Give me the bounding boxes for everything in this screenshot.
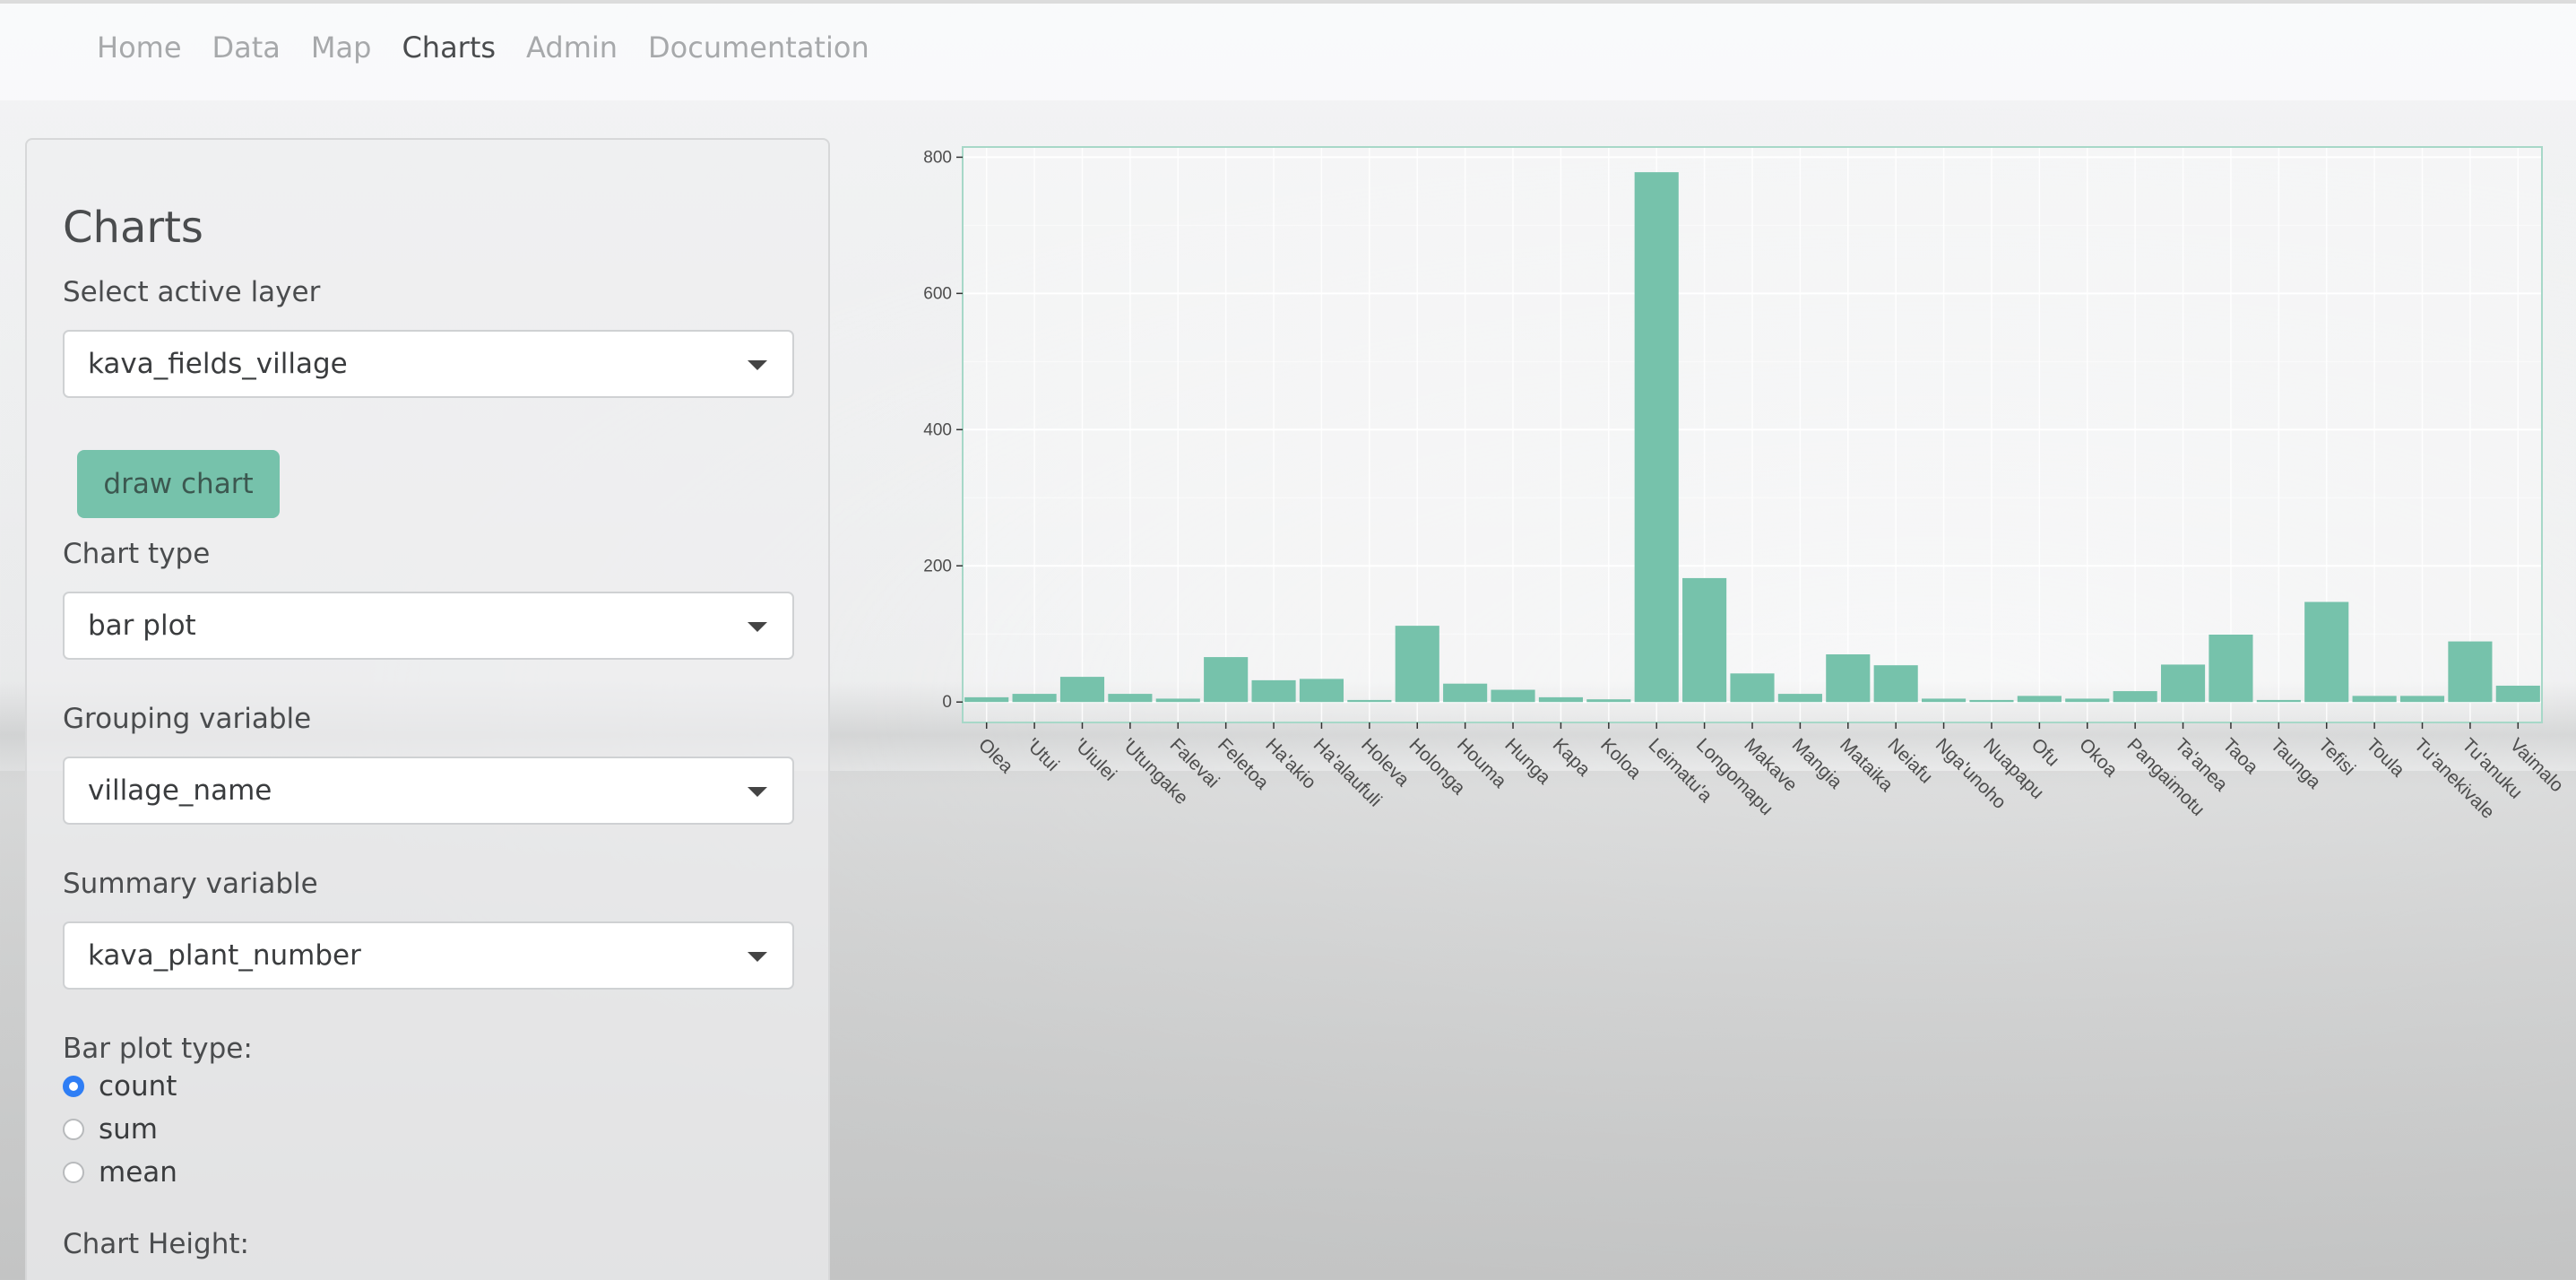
layer-select-value: kava_fields_village xyxy=(88,348,348,380)
chevron-down-icon xyxy=(748,622,767,632)
panel-title: Charts xyxy=(63,203,203,253)
bar-ofu xyxy=(2017,696,2062,703)
radio-count-label: count xyxy=(99,1070,177,1103)
bar-tefisi xyxy=(2304,601,2349,703)
nav-home[interactable]: Home xyxy=(97,30,182,65)
x-tick-label: Kapa xyxy=(1549,734,1595,780)
radio-button[interactable] xyxy=(63,1119,84,1140)
bar-olea xyxy=(964,696,1009,703)
bar-holonga xyxy=(1395,626,1439,703)
bar-feletoa xyxy=(1204,657,1249,703)
bar-neiafu xyxy=(1873,665,1918,703)
bar-ha-akio xyxy=(1251,679,1296,703)
y-tick-label: 0 xyxy=(942,693,952,712)
chart-height-label: Chart Height: xyxy=(63,1228,249,1260)
chart-area: 0 200 400 600 800 Olea 'Utui 'Uiulei 'Utungake Fa… xyxy=(896,134,2576,823)
bar-ha-alaufuli xyxy=(1299,679,1344,703)
bar-tu-anuku xyxy=(2448,641,2493,703)
x-tick-label: Olea xyxy=(974,734,1017,777)
y-tick-label: 200 xyxy=(923,557,952,575)
chevron-down-icon xyxy=(748,360,767,370)
x-tick-label: Taunga xyxy=(2267,734,2325,792)
nav-charts[interactable]: Charts xyxy=(402,30,497,65)
bar-vaimalo xyxy=(2495,685,2540,703)
layer-select[interactable]: kava_fields_village xyxy=(63,330,794,398)
draw-chart-button[interactable]: draw chart xyxy=(77,450,280,518)
x-tick-label: 'Uiulei xyxy=(1070,734,1120,784)
chart-type-select-value: bar plot xyxy=(88,610,196,642)
bar-tu-anekivale xyxy=(2399,696,2445,703)
bar-holeva xyxy=(1347,699,1392,703)
bar-ta-anea xyxy=(2160,664,2206,703)
bar-falevai xyxy=(1155,698,1200,703)
bar-toula xyxy=(2352,696,2397,703)
chart-type-label: Chart type xyxy=(63,538,211,570)
top-navbar: Home Data Map Charts Admin Documentation xyxy=(0,0,2576,100)
radio-sum-label: sum xyxy=(99,1113,158,1146)
radio-mean-label: mean xyxy=(99,1156,177,1189)
y-tick-label: 800 xyxy=(923,148,952,167)
bar--uiulei xyxy=(1059,677,1105,703)
chart-type-select[interactable]: bar plot xyxy=(63,592,794,660)
bar-hunga xyxy=(1491,689,1535,703)
nav-admin[interactable]: Admin xyxy=(526,30,618,65)
bar-mataika xyxy=(1826,654,1871,703)
layer-label: Select active layer xyxy=(63,276,321,308)
x-tick-label: Ha'akio xyxy=(1261,734,1319,792)
x-tick-label: Okoa xyxy=(2075,734,2122,781)
radio-button[interactable] xyxy=(63,1162,84,1183)
y-tick-label: 600 xyxy=(923,284,952,303)
bar-houma xyxy=(1443,683,1488,703)
grouping-select[interactable]: village_name xyxy=(63,757,794,825)
nav-menu: Home Data Map Charts Admin Documentation xyxy=(97,30,869,65)
bar-nga-unoho xyxy=(1922,698,1967,703)
summary-label: Summary variable xyxy=(63,868,318,900)
x-tick-label: Hunga xyxy=(1500,734,1554,788)
radio-button-checked[interactable] xyxy=(63,1076,84,1097)
radio-mean[interactable]: mean xyxy=(63,1155,177,1190)
y-tick-label: 400 xyxy=(923,420,952,439)
radio-count[interactable]: count xyxy=(63,1068,177,1104)
bar-nuapapu xyxy=(1969,699,2014,703)
chevron-down-icon xyxy=(748,952,767,962)
bar-mangia xyxy=(1777,694,1822,703)
grouping-select-value: village_name xyxy=(88,774,272,807)
x-tick-label: Taoa xyxy=(2218,734,2262,778)
bar--utui xyxy=(1012,694,1057,703)
barplot-type-label: Bar plot type: xyxy=(63,1033,253,1065)
x-tick-label: Tefisi xyxy=(2314,734,2359,779)
nav-data[interactable]: Data xyxy=(212,30,281,65)
bar-pangaimotu xyxy=(2113,691,2157,703)
bar--utungake xyxy=(1108,694,1153,703)
x-tick-label: Toula xyxy=(2362,734,2408,781)
nav-map[interactable]: Map xyxy=(310,30,372,65)
bar-taoa xyxy=(2209,634,2253,703)
chart-controls-panel: Charts Select active layer kava_fields_v… xyxy=(25,138,830,1280)
bar-kapa xyxy=(1538,696,1583,703)
grouping-label: Grouping variable xyxy=(63,703,312,735)
x-tick-label: Koloa xyxy=(1596,734,1645,783)
x-tick-label: Feletoa xyxy=(1214,734,1273,793)
summary-select-value: kava_plant_number xyxy=(88,939,361,972)
radio-sum[interactable]: sum xyxy=(63,1111,158,1147)
bar-taunga xyxy=(2256,699,2301,703)
chevron-down-icon xyxy=(748,787,767,797)
x-tick-label: Ofu xyxy=(2027,734,2063,770)
x-tick-label: 'Utui xyxy=(1022,734,1063,775)
bar-koloa xyxy=(1586,699,1631,703)
summary-select[interactable]: kava_plant_number xyxy=(63,921,794,990)
bar-leimatu-a xyxy=(1634,172,1679,703)
bar-okoa xyxy=(2065,698,2110,703)
nav-documentation[interactable]: Documentation xyxy=(648,30,869,65)
bar-makave xyxy=(1730,673,1775,703)
bar-longomapu xyxy=(1682,577,1727,703)
